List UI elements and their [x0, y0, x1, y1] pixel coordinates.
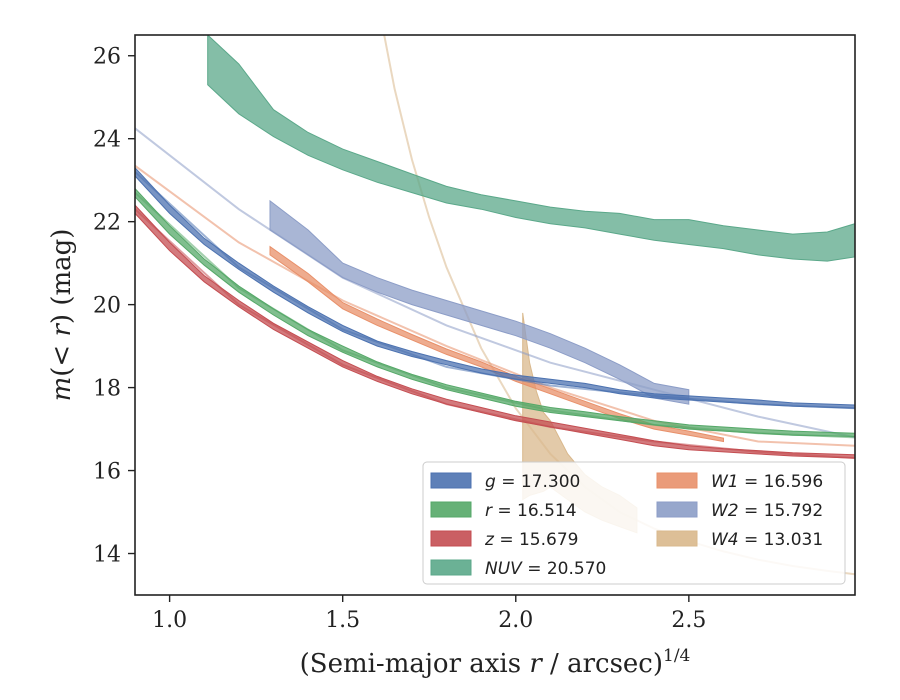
- legend-entry-g: g = 17.300: [430, 472, 580, 492]
- legend-label-w1: W1 = 16.596: [711, 472, 823, 492]
- y-tick-label: 16: [93, 460, 121, 485]
- legend-swatch-w2: [656, 501, 698, 518]
- y-axis: 14 16 18 20 22 24 26: [93, 45, 135, 568]
- legend-swatch-z: [430, 530, 472, 547]
- series-nuv: [202, 35, 855, 262]
- y-tick-label: 22: [93, 211, 121, 236]
- legend-entry-w4: W4 = 13.031: [656, 530, 823, 550]
- x-axis-title: (Semi-major axis r / arcsec)1/4: [300, 646, 691, 679]
- legend-label-nuv: NUV = 20.570: [485, 559, 606, 579]
- legend-label-r: r = 16.514: [485, 501, 577, 521]
- model-curve-w1: [135, 164, 855, 447]
- series-w1: [135, 164, 855, 447]
- legend-swatch-r: [430, 501, 472, 518]
- y-axis-title: m(< r) (mag): [47, 229, 77, 402]
- data-band-g: [135, 166, 855, 409]
- data-band-z: [135, 204, 855, 459]
- plot-frame: [134, 34, 856, 596]
- series-z: [135, 204, 855, 460]
- legend-swatch-g: [430, 472, 472, 489]
- x-tick-label: 2.0: [498, 608, 533, 633]
- legend-swatch-w1: [656, 472, 698, 489]
- data-band-r: [135, 187, 855, 438]
- legend-entry-nuv: NUV = 20.570: [430, 559, 606, 579]
- legend-label-g: g = 17.300: [485, 472, 580, 492]
- legend-swatch-nuv: [430, 559, 472, 576]
- x-tick-label: 1.5: [325, 608, 360, 633]
- legend-swatch-w4: [656, 530, 698, 547]
- legend-entry-w1: W1 = 16.596: [656, 472, 823, 492]
- y-tick-label: 14: [93, 543, 121, 568]
- legend-entry-w2: W2 = 15.792: [656, 501, 823, 521]
- legend-label-w2: W2 = 15.792: [711, 501, 823, 521]
- x-tick-label: 1.0: [152, 608, 187, 633]
- legend: g = 17.300 r = 16.514 z = 15.679 NUV = 20.5…: [422, 461, 846, 585]
- legend-box: [422, 461, 846, 585]
- x-tick-label: 2.5: [671, 608, 706, 633]
- legend-entry-r: r = 16.514: [430, 501, 577, 521]
- data-band-nuv: [207, 35, 855, 262]
- series-g: [135, 166, 855, 410]
- y-tick-label: 26: [93, 45, 121, 70]
- y-tick-label: 24: [93, 128, 121, 153]
- x-axis: 1.0 1.5 2.0 2.5: [152, 595, 706, 633]
- legend-entry-z: z = 15.679: [430, 530, 578, 550]
- series-w2: [135, 127, 855, 439]
- legend-label-z: z = 15.679: [484, 530, 578, 550]
- y-tick-label: 20: [93, 294, 121, 319]
- data-band-w2: [269, 199, 690, 405]
- data-band-w1: [269, 245, 724, 443]
- model-curve-nuv: [202, 35, 205, 36]
- y-tick-label: 18: [93, 377, 121, 402]
- series-r: [135, 187, 855, 439]
- model-curve-w2: [135, 127, 855, 439]
- legend-label-w4: W4 = 13.031: [711, 530, 823, 550]
